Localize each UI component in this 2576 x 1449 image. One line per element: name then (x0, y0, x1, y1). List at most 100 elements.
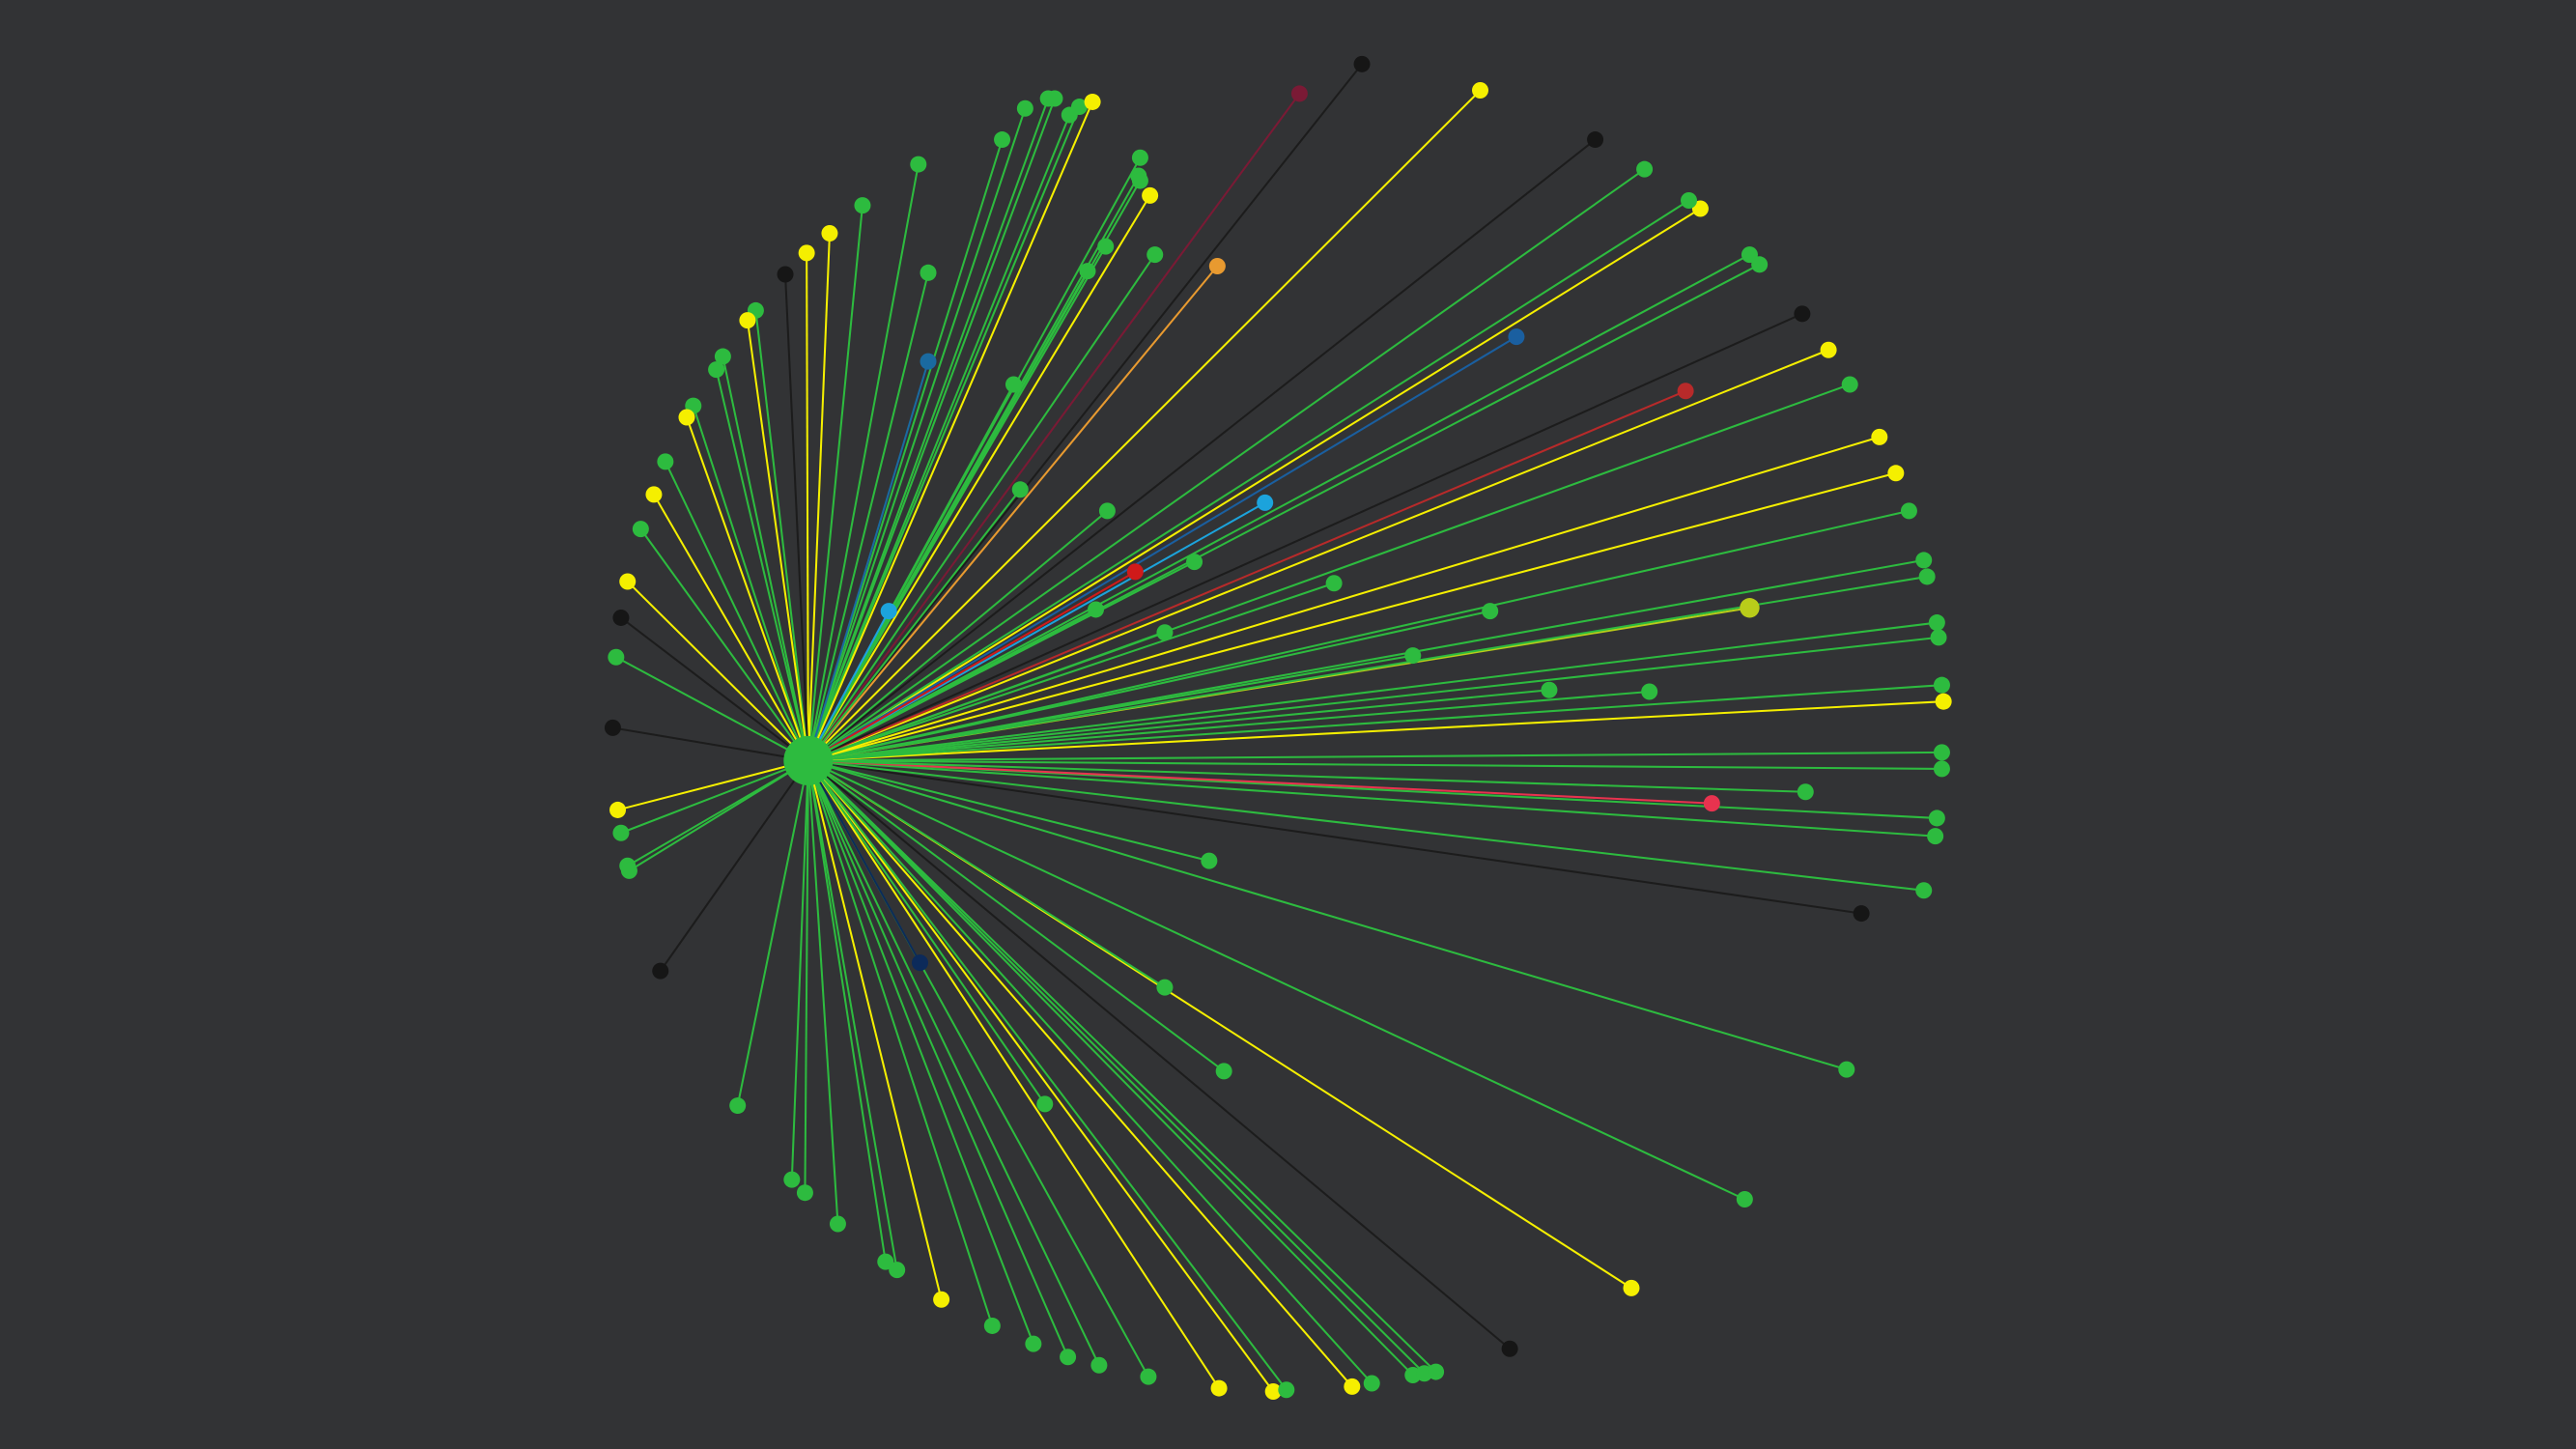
node-green[interactable] (1838, 1061, 1855, 1078)
node-yellow[interactable] (821, 224, 838, 242)
node-yellow[interactable] (1887, 465, 1905, 482)
node-green[interactable] (729, 1097, 747, 1115)
node-green[interactable] (1156, 979, 1174, 996)
node-green[interactable] (1933, 676, 1950, 694)
node-green[interactable] (1325, 575, 1343, 592)
node-green[interactable] (1641, 683, 1658, 700)
node-yellow[interactable] (1820, 341, 1837, 358)
node-yellow[interactable] (619, 573, 637, 590)
node-yellow[interactable] (1472, 82, 1489, 99)
node-green[interactable] (1131, 149, 1148, 166)
node-green[interactable] (1841, 376, 1858, 393)
node-green[interactable] (1140, 1368, 1157, 1385)
node-green[interactable] (1011, 481, 1029, 498)
node-yellow[interactable] (739, 312, 756, 329)
node-green[interactable] (1363, 1375, 1380, 1392)
node-black[interactable] (1853, 905, 1870, 923)
node-green[interactable] (1131, 172, 1148, 189)
node-green[interactable] (657, 453, 674, 470)
node-green[interactable] (1146, 246, 1164, 264)
node-yellow[interactable] (798, 244, 815, 262)
node-green[interactable] (1036, 1095, 1054, 1113)
node-green[interactable] (854, 197, 871, 214)
node-green[interactable] (1681, 191, 1698, 209)
node-green[interactable] (1025, 1335, 1042, 1352)
node-green[interactable] (983, 1317, 1001, 1334)
node-green[interactable] (1278, 1381, 1295, 1399)
node-green[interactable] (1428, 1363, 1445, 1380)
node-green[interactable] (1927, 828, 1944, 845)
node-green[interactable] (1541, 681, 1558, 698)
node-yellow[interactable] (933, 1291, 950, 1308)
node-green[interactable] (608, 648, 625, 666)
node-green[interactable] (1482, 603, 1499, 620)
node-green[interactable] (1900, 502, 1917, 520)
node-blue[interactable] (920, 353, 937, 370)
node-green[interactable] (1090, 1356, 1108, 1374)
node-green[interactable] (612, 824, 630, 841)
node-green[interactable] (1070, 99, 1088, 116)
node-green[interactable] (1087, 601, 1104, 618)
node-yellow[interactable] (645, 486, 663, 503)
node-green[interactable] (1933, 760, 1950, 778)
node-green[interactable] (1797, 783, 1814, 801)
node-darkblue[interactable] (1508, 328, 1525, 346)
node-green[interactable] (1097, 238, 1115, 255)
node-green[interactable] (1918, 568, 1936, 585)
node-green[interactable] (1933, 744, 1950, 761)
node-green[interactable] (1928, 614, 1945, 632)
node-navy[interactable] (911, 954, 929, 972)
node-cyan[interactable] (880, 603, 897, 620)
node-green[interactable] (714, 348, 731, 365)
node-yellow[interactable] (678, 409, 695, 426)
node-green[interactable] (1005, 376, 1022, 393)
node-green[interactable] (1060, 1349, 1077, 1366)
node-yellow[interactable] (1344, 1378, 1361, 1395)
node-cyan[interactable] (1257, 494, 1274, 511)
node-green[interactable] (1186, 554, 1203, 571)
node-red[interactable] (1126, 563, 1144, 581)
node-yellow[interactable] (1084, 93, 1101, 110)
node-green[interactable] (1215, 1063, 1232, 1080)
node-green[interactable] (1404, 647, 1422, 665)
node-yellow[interactable] (1623, 1279, 1640, 1296)
hub-node[interactable] (783, 735, 834, 785)
node-yellow[interactable] (1691, 200, 1709, 217)
node-black[interactable] (612, 609, 630, 626)
node-green[interactable] (877, 1253, 894, 1270)
node-pink[interactable] (1703, 795, 1720, 812)
node-green[interactable] (1928, 810, 1945, 827)
node-green[interactable] (708, 361, 725, 379)
node-green[interactable] (1098, 502, 1116, 520)
node-green[interactable] (1930, 629, 1947, 646)
node-green[interactable] (1079, 263, 1096, 280)
node-green[interactable] (994, 131, 1011, 149)
node-green[interactable] (1016, 99, 1033, 117)
node-yellow[interactable] (1210, 1379, 1228, 1397)
node-yellow[interactable] (1935, 693, 1952, 710)
node-green[interactable] (632, 521, 649, 538)
node-green[interactable] (889, 1262, 906, 1279)
node-black[interactable] (652, 962, 669, 980)
node-maroon[interactable] (1290, 85, 1308, 102)
node-black[interactable] (1587, 131, 1604, 149)
node-orange[interactable] (1208, 258, 1226, 275)
node-green[interactable] (620, 862, 637, 879)
node-brickred[interactable] (1677, 383, 1694, 400)
node-black[interactable] (1353, 55, 1371, 72)
node-black[interactable] (1501, 1340, 1518, 1357)
node-green[interactable] (796, 1184, 813, 1202)
node-green[interactable] (1046, 90, 1063, 107)
node-olive[interactable] (1740, 598, 1760, 618)
node-green[interactable] (1636, 160, 1654, 178)
node-black[interactable] (1794, 305, 1811, 323)
node-green[interactable] (1915, 552, 1933, 569)
node-green[interactable] (1201, 852, 1218, 869)
node-green[interactable] (829, 1215, 846, 1233)
node-yellow[interactable] (609, 801, 627, 818)
node-green[interactable] (1156, 624, 1174, 641)
node-green[interactable] (783, 1171, 801, 1188)
node-green[interactable] (1915, 882, 1933, 899)
node-green[interactable] (1741, 246, 1758, 264)
node-green[interactable] (1736, 1190, 1753, 1208)
